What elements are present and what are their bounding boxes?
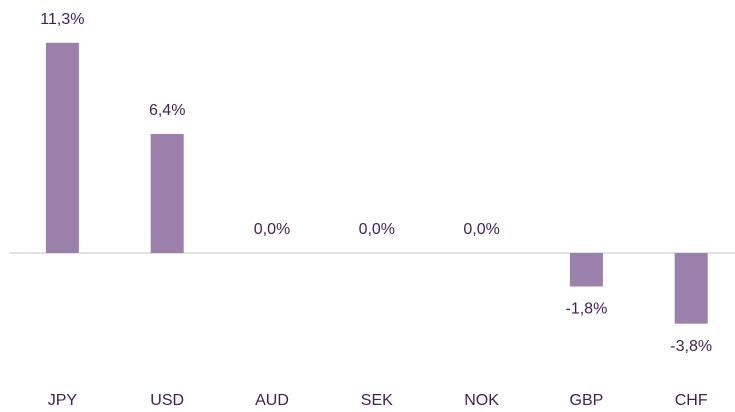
x-tick-label: SEK [361,392,393,409]
x-tick-label: AUD [255,392,289,409]
value-label: 0,0% [463,221,499,238]
bar [45,42,79,253]
x-tick-label: NOK [464,392,499,409]
bar [150,133,184,253]
x-tick-label: JPY [48,392,78,409]
value-label: 11,3% [40,11,84,28]
value-label: -3,8% [670,338,712,355]
x-tick-label: CHF [675,392,708,409]
value-label: -1,8% [566,301,608,318]
value-label: 6,4% [149,102,185,119]
x-tick-label: USD [150,392,184,409]
value-label: 0,0% [254,221,290,238]
x-tick-label: GBP [570,392,604,409]
value-label: 0,0% [359,221,395,238]
bar [569,253,603,287]
bar [674,253,708,324]
